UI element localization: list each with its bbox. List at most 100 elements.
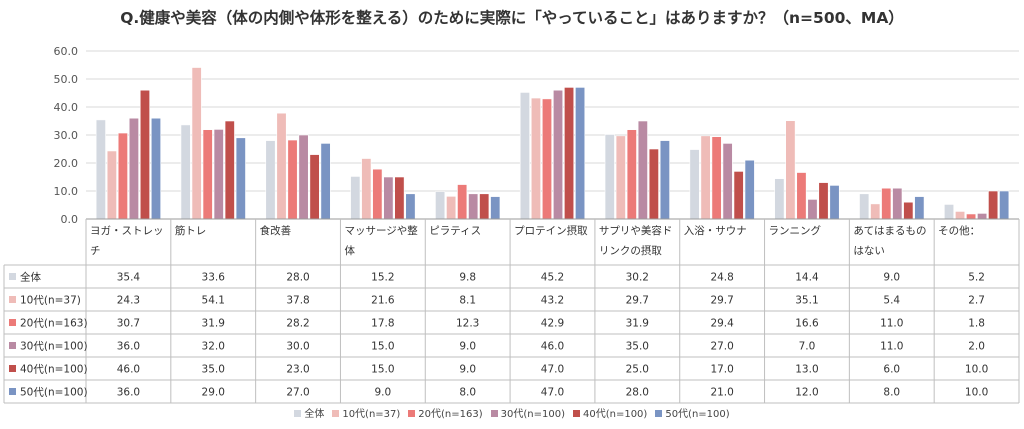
bar — [914, 196, 925, 220]
data-label: 24.8 — [710, 272, 733, 284]
data-label: 45.2 — [541, 272, 564, 284]
data-label: 7.0 — [799, 341, 816, 353]
bar — [150, 117, 161, 220]
data-label: 37.8 — [286, 295, 309, 307]
bar — [881, 187, 892, 220]
category-label: 入浴・サウナ — [684, 225, 747, 237]
bar — [309, 154, 320, 220]
legend-label: 10代(n=37) — [342, 409, 401, 420]
bar — [446, 196, 457, 220]
legend-label: 50代(n=100) — [665, 409, 730, 420]
data-label: 21.6 — [371, 295, 395, 307]
series-label: 全体 — [20, 271, 41, 284]
chart-legend: 全体 10代(n=37) 20代(n=163) 30代(n=100) 40代(n=100… — [0, 405, 1024, 420]
data-label: 10.0 — [965, 364, 988, 376]
y-tick-label: 30.0 — [54, 129, 79, 142]
data-label: 29.7 — [710, 295, 733, 307]
bar — [689, 149, 700, 220]
legend-key — [9, 319, 16, 326]
data-label: 27.0 — [710, 341, 733, 353]
bar — [350, 176, 361, 220]
series-label: 30代(n=100) — [20, 341, 88, 353]
bar — [519, 92, 530, 220]
data-label: 15.0 — [371, 341, 394, 353]
category-label: ピラティス — [429, 225, 481, 237]
bar — [361, 158, 372, 220]
data-label: 36.0 — [117, 387, 140, 399]
legend-swatch — [332, 410, 340, 417]
bar — [829, 185, 840, 220]
bar — [637, 120, 648, 220]
legend-item: 50代(n=100) — [655, 405, 730, 420]
series-label: 40代(n=100) — [20, 364, 88, 376]
data-label: 24.3 — [117, 295, 140, 307]
bar — [180, 124, 191, 220]
series-label: 10代(n=37) — [20, 295, 81, 307]
bar — [552, 89, 564, 220]
bar — [785, 120, 796, 220]
legend-item: 全体 — [294, 405, 324, 420]
bar — [966, 213, 977, 220]
data-label: 14.4 — [795, 272, 819, 284]
y-tick-label: 60.0 — [54, 45, 79, 58]
data-label: 47.0 — [541, 387, 564, 399]
category-label: 体 — [344, 245, 355, 257]
category-label: ランニング — [769, 224, 822, 237]
data-label: 31.9 — [202, 318, 225, 330]
series-label: 20代(n=163) — [20, 318, 88, 330]
bar — [722, 143, 733, 220]
data-label: 30.0 — [286, 341, 309, 353]
bar — [394, 176, 405, 220]
data-label: 15.0 — [371, 364, 394, 376]
legend-item: 10代(n=37) — [332, 405, 400, 420]
legend-item: 40代(n=100) — [572, 405, 648, 420]
bar — [977, 213, 988, 220]
data-label: 2.7 — [968, 295, 985, 307]
category-label: マッサージや整 — [344, 224, 418, 237]
data-label: 54.1 — [202, 295, 225, 307]
data-label: 35.0 — [626, 341, 649, 353]
data-label: 36.0 — [117, 341, 140, 353]
bar — [276, 112, 287, 220]
category-label: チ — [90, 245, 101, 257]
legend-swatch — [572, 410, 580, 417]
bar — [191, 67, 202, 220]
data-label: 27.0 — [286, 387, 309, 399]
bar — [106, 150, 117, 220]
bar — [383, 176, 394, 220]
data-label: 23.0 — [286, 364, 309, 376]
data-label: 35.0 — [202, 364, 225, 376]
data-label: 28.2 — [286, 318, 309, 330]
y-tick-label: 10.0 — [54, 185, 79, 198]
data-label: 46.0 — [541, 341, 564, 353]
bar — [530, 97, 541, 220]
bar — [807, 199, 818, 220]
data-label: 43.2 — [541, 295, 564, 307]
legend-label: 40代(n=100) — [582, 409, 648, 420]
bar — [700, 135, 711, 220]
y-tick-label: 50.0 — [54, 73, 79, 86]
bar — [944, 204, 955, 220]
data-label: 35.4 — [117, 272, 141, 284]
category-label: その他： — [938, 224, 980, 237]
category-label: 食改善 — [260, 224, 292, 237]
bar — [435, 191, 446, 220]
legend-key — [9, 273, 16, 280]
bar — [224, 120, 235, 220]
data-label: 16.6 — [795, 318, 819, 330]
bar — [711, 136, 722, 220]
data-label: 5.4 — [883, 295, 900, 307]
bar — [892, 187, 903, 220]
data-label: 8.1 — [459, 295, 476, 307]
bar — [372, 168, 383, 220]
bar — [541, 98, 552, 220]
category-label: 筋トレ — [175, 224, 207, 237]
legend-item: 30代(n=100) — [490, 405, 565, 420]
bar — [604, 134, 615, 220]
category-label: プロテイン摂取 — [514, 224, 588, 237]
data-label: 29.0 — [202, 387, 225, 399]
bar — [95, 119, 106, 220]
data-label: 28.0 — [626, 387, 649, 399]
data-label: 2.0 — [968, 341, 985, 353]
